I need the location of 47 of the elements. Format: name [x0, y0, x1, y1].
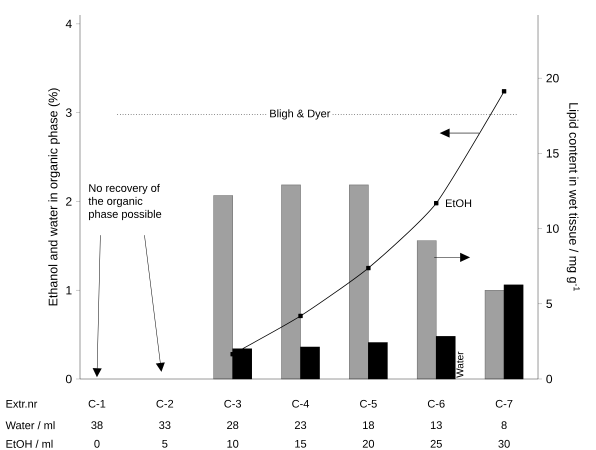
text: 18 [363, 421, 374, 430]
y2-tick-label: 0 [546, 374, 552, 384]
bar [349, 184, 369, 380]
text: 28 [227, 421, 238, 430]
annotation: No recovery of the organic phase possible [88, 184, 162, 220]
text: 33 [159, 421, 170, 430]
text: 8 [502, 421, 507, 430]
x-tick-label: C-5 [360, 400, 377, 408]
text: 5 [162, 440, 168, 448]
text: 10 [227, 440, 238, 448]
y2-tick-label: 10 [546, 224, 559, 233]
y2-tick-label: 5 [546, 300, 552, 308]
point [502, 89, 506, 94]
bar [281, 184, 301, 380]
x-tick-label: C-4 [292, 400, 310, 408]
point [366, 266, 371, 270]
x-tick-label: C-2 [156, 400, 174, 408]
text: 15 [295, 440, 306, 448]
y2-axis-title: Lipid content in wet tissue / mg g$^{-1}$ [566, 103, 580, 291]
text: EtOH / ml [6, 440, 52, 448]
text: Water [456, 352, 464, 378]
text: Water / ml [6, 421, 55, 430]
x-tick-label: C-6 [428, 400, 445, 408]
text: 30 [498, 440, 510, 448]
y2-tick-label: 15 [546, 149, 559, 158]
y-axis-title: Ethanol and water in organic phase (%) [48, 88, 60, 306]
text: 38 [91, 421, 103, 430]
x-tick-label: C-7 [496, 400, 512, 408]
x-tick-label: C-3 [224, 400, 242, 408]
series-label: EtOH [446, 199, 472, 208]
x-tick-label: C-1 [88, 400, 106, 408]
y-tick-label: 0 [66, 374, 72, 384]
y-tick-label: 1 [66, 286, 72, 294]
y2-tick-label: 20 [546, 74, 559, 82]
text: 20 [362, 440, 374, 448]
y-tick-label: 2 [66, 197, 72, 206]
text: Extr.nr [6, 400, 38, 408]
point [434, 201, 438, 206]
ref-line-label: Bligh & Dyer [270, 109, 330, 120]
bar [416, 240, 437, 380]
y-tick-label: 3 [66, 108, 72, 117]
text: 0 [94, 440, 100, 448]
text: 13 [430, 421, 442, 430]
bar [213, 195, 233, 380]
y-tick-label: 4 [66, 20, 72, 28]
text: 25 [430, 440, 442, 448]
text: 23 [294, 421, 306, 430]
